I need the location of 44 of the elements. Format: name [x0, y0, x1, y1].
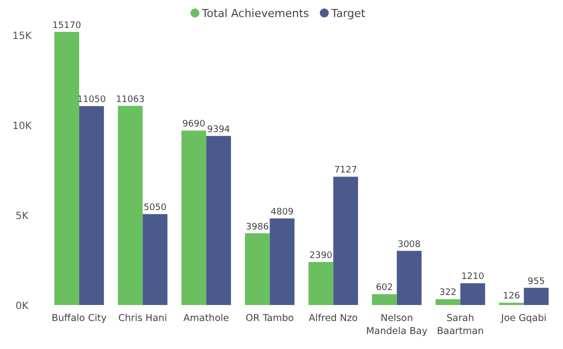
data-label: 4809 [270, 207, 294, 218]
legend-label: Target [330, 7, 366, 20]
y-tick-label: 15K [12, 31, 32, 42]
data-label: 126 [502, 292, 520, 302]
data-label: 602 [376, 283, 394, 294]
bar [54, 32, 80, 305]
bar [118, 106, 143, 305]
y-tick-label: 0K [16, 301, 29, 312]
data-label: 3008 [398, 240, 421, 250]
bar [308, 262, 334, 305]
bar [460, 283, 486, 305]
x-tick-label: Joe Gqabi [500, 313, 547, 324]
bar [206, 136, 231, 305]
data-label: 3986 [246, 222, 270, 232]
data-label: 5050 [144, 203, 167, 214]
data-label: 9394 [207, 124, 230, 135]
bar [270, 218, 295, 305]
data-label: 955 [528, 276, 545, 287]
x-tick-label: Amathole [183, 313, 230, 324]
bar [372, 294, 397, 305]
legend-label: Total Achievements [200, 7, 310, 20]
x-tick-label: Nelson Mandela Bay [366, 313, 428, 337]
data-label: 11063 [116, 94, 145, 105]
x-tick-label: Chris Hani [118, 313, 168, 324]
bar [333, 176, 358, 305]
bar [244, 233, 270, 305]
bar [181, 130, 206, 305]
data-label: 7127 [334, 166, 358, 176]
data-label: 15170 [52, 20, 82, 31]
bar [79, 106, 104, 305]
y-tick-label: 5K [16, 211, 29, 222]
data-label: 9690 [182, 120, 206, 130]
y-tick-label: 10K [12, 121, 32, 132]
x-tick-label: Buffalo City [52, 313, 108, 324]
data-label: 2390 [309, 250, 333, 261]
bar [142, 214, 168, 305]
x-tick-label: OR Tambo [246, 313, 294, 324]
bar [396, 250, 422, 305]
x-tick-label: Alfred Nzo [308, 313, 358, 324]
x-tick-label: Sarah Baartman [436, 313, 484, 337]
data-label: 322 [439, 288, 457, 298]
bar [436, 299, 460, 305]
data-label: 1210 [461, 272, 484, 282]
bar [524, 288, 549, 305]
